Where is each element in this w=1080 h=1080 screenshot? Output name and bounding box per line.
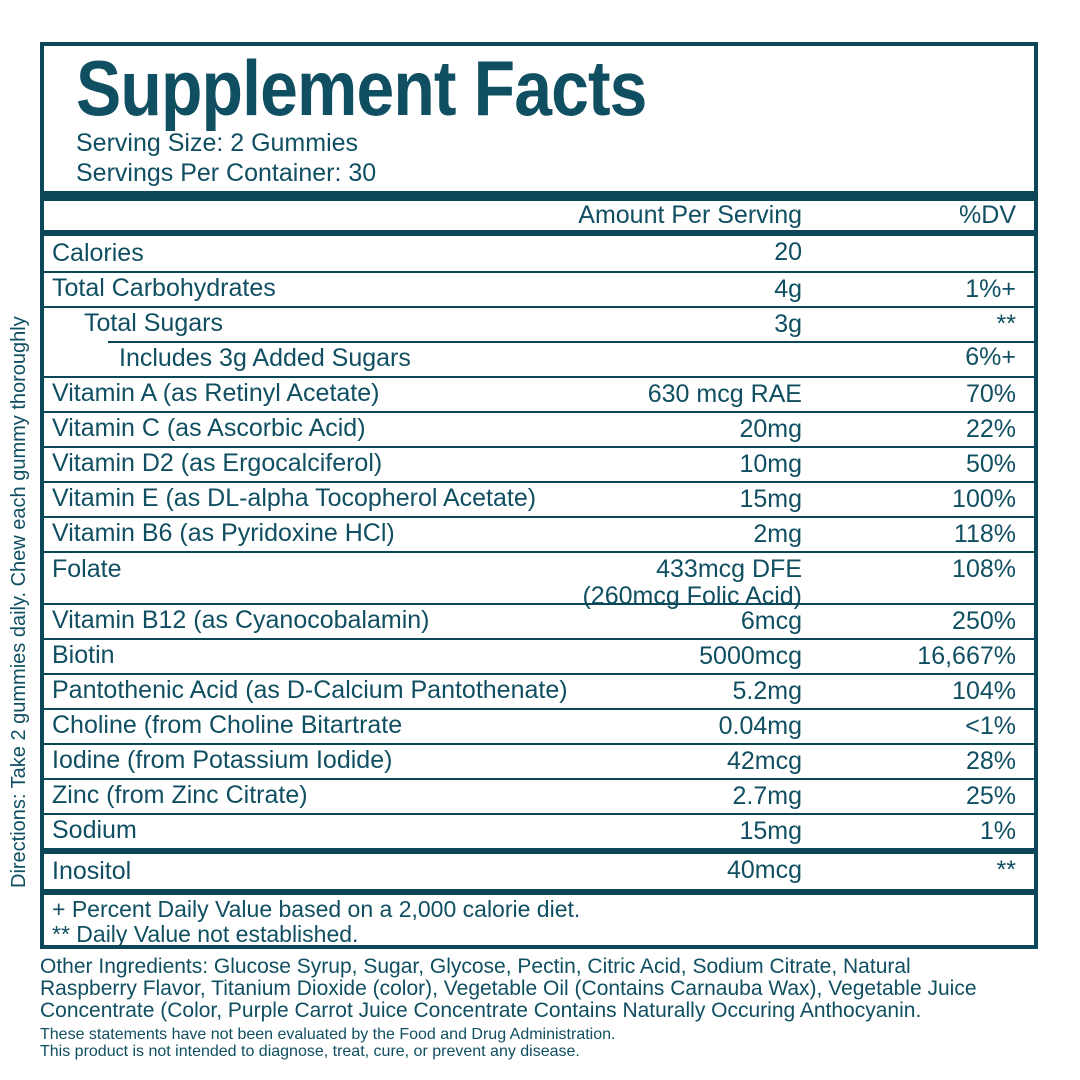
footnote-line: + Percent Daily Value based on a 2,000 c… xyxy=(52,896,581,922)
table-row: Total Carbohydrates 4g 1%+ xyxy=(44,271,1034,306)
nutrient-dv: 118% xyxy=(953,520,1016,548)
other-ingredients: Other Ingredients: Glucose Syrup, Sugar,… xyxy=(40,956,1052,1022)
supplement-facts-panel: Supplement Facts Serving Size: 2 Gummies… xyxy=(40,42,1038,949)
nutrient-amount: 15mg xyxy=(739,817,802,845)
nutrient-amount: 3g xyxy=(774,310,802,338)
nutrient-dv: 100% xyxy=(952,485,1016,513)
nutrient-name: Inositol xyxy=(52,857,132,885)
nutrient-dv: ** xyxy=(996,310,1016,338)
table-row: Vitamin B12 (as Cyanocobalamin) 6mcg 250… xyxy=(44,603,1034,638)
nutrient-name: Sodium xyxy=(52,816,137,844)
nutrient-dv: 6%+ xyxy=(965,343,1016,371)
nutrient-table: Calories 20 Total Carbohydrates 4g 1%+ T… xyxy=(44,236,1034,889)
nutrient-amount: 4g xyxy=(774,275,802,303)
table-row: Inositol 40mcg ** xyxy=(44,854,1034,889)
nutrient-dv: 16,667% xyxy=(917,642,1016,670)
serving-size: Serving Size: 2 Gummies xyxy=(76,129,359,157)
nutrient-dv: 28% xyxy=(965,747,1016,775)
nutrient-dv: 108% xyxy=(952,555,1016,583)
nutrient-amount: 630 mcg RAE xyxy=(647,380,802,408)
nutrient-amount: 2mg xyxy=(753,520,802,548)
table-row: Zinc (from Zinc Citrate) 2.7mg 25% xyxy=(44,778,1034,813)
nutrient-name: Vitamin E (as DL-alpha Tocopherol Acetat… xyxy=(52,484,537,512)
nutrient-amount: 20 xyxy=(774,238,802,266)
footnote-line: ** Daily Value not established. xyxy=(52,921,359,947)
table-row: Iodine (from Potassium Iodide) 42mcg 28% xyxy=(44,743,1034,778)
nutrient-amount: 15mg xyxy=(739,485,802,513)
nutrient-amount: 433mcg DFE (260mcg Folic Acid) xyxy=(582,555,802,610)
nutrient-amount: 10mg xyxy=(739,450,802,478)
thick-divider xyxy=(44,230,1034,236)
table-row: Vitamin A (as Retinyl Acetate) 630 mcg R… xyxy=(44,376,1034,411)
nutrient-amount: 6mcg xyxy=(740,607,802,635)
nutrient-name: Iodine (from Potassium Iodide) xyxy=(52,746,393,774)
nutrient-amount: 20mg xyxy=(739,415,802,443)
table-row: Vitamin E (as DL-alpha Tocopherol Acetat… xyxy=(44,481,1034,516)
nutrient-dv: 70% xyxy=(965,380,1016,408)
nutrient-amount: 5.2mg xyxy=(732,677,802,705)
table-row: Calories 20 xyxy=(44,236,1034,271)
fda-disclaimer: These statements have not been evaluated… xyxy=(40,1026,1052,1060)
column-header-row: Amount Per Serving %DV xyxy=(44,201,1034,230)
bottom-text-block: Other Ingredients: Glucose Syrup, Sugar,… xyxy=(40,956,1052,1061)
thick-divider xyxy=(44,191,1034,201)
nutrient-dv: 50% xyxy=(965,450,1016,478)
table-row: Biotin 5000mcg 16,667% xyxy=(44,638,1034,673)
nutrient-amount: 2.7mg xyxy=(732,782,802,810)
column-header-amount: Amount Per Serving xyxy=(578,201,802,229)
nutrient-name: Calories xyxy=(52,239,144,267)
nutrient-amount: 42mcg xyxy=(726,747,802,775)
nutrient-name: Vitamin B12 (as Cyanocobalamin) xyxy=(52,606,430,634)
table-row: Vitamin D2 (as Ergocalciferol) 10mg 50% xyxy=(44,446,1034,481)
thick-divider xyxy=(44,889,1034,895)
table-row: Vitamin B6 (as Pyridoxine HCl) 2mg 118% xyxy=(44,516,1034,551)
nutrient-name: Vitamin A (as Retinyl Acetate) xyxy=(52,379,380,407)
table-row: Vitamin C (as Ascorbic Acid) 20mg 22% xyxy=(44,411,1034,446)
table-row: Pantothenic Acid (as D-Calcium Pantothen… xyxy=(44,673,1034,708)
nutrient-dv: ** xyxy=(996,856,1016,884)
nutrient-amount: 40mcg xyxy=(726,856,802,884)
nutrient-name: Includes 3g Added Sugars xyxy=(119,344,411,372)
table-row: Total Sugars 3g ** xyxy=(44,306,1034,341)
nutrient-dv: 22% xyxy=(965,415,1016,443)
table-row: Sodium 15mg 1% xyxy=(44,813,1034,848)
thick-divider xyxy=(44,848,1034,854)
nutrient-name: Zinc (from Zinc Citrate) xyxy=(52,781,308,809)
nutrient-amount: 0.04mg xyxy=(718,712,802,740)
column-header-dv: %DV xyxy=(959,201,1016,229)
other-ingredients-line: Raspberry Flavor, Titanium Dioxide (colo… xyxy=(40,977,977,1000)
fda-disclaimer-line: These statements have not been evaluated… xyxy=(40,1026,616,1043)
nutrient-dv: <1% xyxy=(965,712,1016,740)
table-row: Folate 433mcg DFE (260mcg Folic Acid) 108… xyxy=(44,551,1034,610)
nutrient-name: Vitamin D2 (as Ergocalciferol) xyxy=(52,449,383,477)
table-row: Includes 3g Added Sugars 6%+ xyxy=(44,341,1034,376)
nutrient-name: Total Sugars xyxy=(84,309,223,337)
nutrient-dv: 25% xyxy=(965,782,1016,810)
nutrient-name: Vitamin B6 (as Pyridoxine HCl) xyxy=(52,519,395,547)
other-ingredients-line: Concentrate (Color, Purple Carrot Juice … xyxy=(40,999,922,1022)
nutrient-dv: 1%+ xyxy=(965,275,1016,303)
nutrient-dv: 104% xyxy=(952,677,1016,705)
directions-text: Directions: Take 2 gummies daily. Chew e… xyxy=(8,316,30,888)
nutrient-dv: 1% xyxy=(979,817,1016,845)
servings-per-container: Servings Per Container: 30 xyxy=(76,159,377,187)
nutrient-name: Vitamin C (as Ascorbic Acid) xyxy=(52,414,366,442)
nutrient-name: Total Carbohydrates xyxy=(52,274,276,302)
nutrient-amount: 5000mcg xyxy=(699,642,802,670)
nutrient-name: Pantothenic Acid (as D-Calcium Pantothen… xyxy=(52,676,568,704)
footnote-block: + Percent Daily Value based on a 2,000 c… xyxy=(44,895,1034,947)
panel-header: Supplement Facts Serving Size: 2 Gummies… xyxy=(44,48,1034,188)
nutrient-dv: 250% xyxy=(952,607,1016,635)
other-ingredients-line: Other Ingredients: Glucose Syrup, Sugar,… xyxy=(40,955,911,978)
nutrient-name: Biotin xyxy=(52,641,115,669)
table-row: Choline (from Choline Bitartrate 0.04mg … xyxy=(44,708,1034,743)
fda-disclaimer-line: This product is not intended to diagnose… xyxy=(40,1043,580,1060)
nutrient-name: Folate xyxy=(52,555,122,583)
nutrient-name: Choline (from Choline Bitartrate xyxy=(52,711,403,739)
panel-title: Supplement Facts xyxy=(76,44,647,132)
